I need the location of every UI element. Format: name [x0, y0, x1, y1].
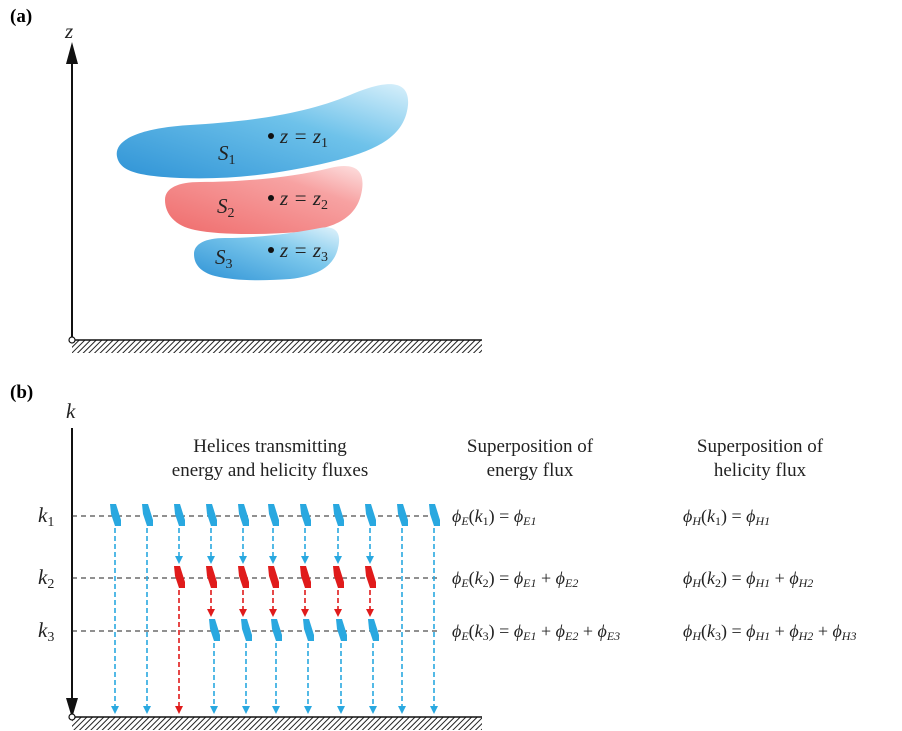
- point-z3: [268, 247, 274, 253]
- helix-k3: [271, 619, 282, 641]
- s1-label: S1: [218, 141, 236, 168]
- flux-arrow-blue: [272, 643, 280, 714]
- flux-arrow-blue: [398, 528, 406, 714]
- helix-k1: [300, 504, 311, 526]
- flux-arrow-blue: [304, 643, 312, 714]
- z-axis-arrowhead: [66, 42, 78, 64]
- helicity-eq-2: ϕH(k2) = ϕH1​ + ϕH2​: [683, 568, 813, 590]
- helix-k1: [333, 504, 344, 526]
- helices-layer: [110, 504, 440, 714]
- k3-label: k3: [38, 618, 54, 645]
- point-z2: [268, 195, 274, 201]
- helix-k3: [303, 619, 314, 641]
- energy-header-2: energy flux: [487, 460, 574, 481]
- eq-z3: z = z3: [279, 238, 328, 265]
- s2-label: S2: [217, 194, 235, 221]
- flux-arrow-red: [207, 590, 215, 617]
- energy-eq-3: ϕE(k3) = ϕE1​ + ϕE2​ + ϕE3​: [452, 621, 620, 643]
- ground-hatch-b: [72, 717, 482, 730]
- helix-k3: [209, 619, 220, 641]
- flux-arrow-red: [301, 590, 309, 617]
- helix-k2: [238, 566, 249, 588]
- origin-b: [68, 713, 76, 721]
- helix-k2: [268, 566, 279, 588]
- helix-k1: [429, 504, 440, 526]
- energy-eq-2: ϕE(k2) = ϕE1​ + ϕE2​: [452, 568, 578, 590]
- helix-k1: [142, 504, 153, 526]
- flux-arrow-blue: [337, 643, 345, 714]
- helix-k1: [238, 504, 249, 526]
- panel-a-label: (a): [10, 6, 32, 27]
- panel-b: (b) k k1 k2 k3 Helices transmitting ener…: [10, 382, 856, 730]
- helicity-eq-3: ϕH(k3) = ϕH1​ + ϕH2​ + ϕH3​: [683, 621, 856, 643]
- helix-k3: [336, 619, 347, 641]
- helix-k2: [300, 566, 311, 588]
- flux-arrow-blue: [430, 528, 438, 714]
- helicity-header-2: helicity flux: [714, 460, 807, 481]
- helix-k3: [241, 619, 252, 641]
- surface-s2: [165, 166, 363, 235]
- s3-label: S3: [215, 245, 233, 272]
- helix-k1: [174, 504, 185, 526]
- ground-hatch-a: [72, 340, 482, 353]
- helix-k1: [397, 504, 408, 526]
- helix-k1: [268, 504, 279, 526]
- flux-arrow-red: [334, 590, 342, 617]
- helix-k2: [333, 566, 344, 588]
- helicity-header-1: Superposition of: [697, 436, 824, 457]
- flux-arrow-red: [175, 590, 183, 714]
- helix-k2: [174, 566, 185, 588]
- flux-arrow-blue: [301, 528, 309, 564]
- flux-arrow-blue: [239, 528, 247, 564]
- helix-k1: [206, 504, 217, 526]
- flux-arrow-blue: [269, 528, 277, 564]
- flux-arrow-blue: [175, 528, 183, 564]
- helix-k2: [365, 566, 376, 588]
- flux-arrow-blue: [207, 528, 215, 564]
- flux-arrow-blue: [210, 643, 218, 714]
- flux-arrow-blue: [143, 528, 151, 714]
- helix-k1: [110, 504, 121, 526]
- helicity-eq-1: ϕH(k1) = ϕH1​: [683, 506, 770, 528]
- k-axis-arrowhead: [66, 698, 78, 718]
- helices-header-2: energy and helicity fluxes: [172, 460, 368, 481]
- flux-arrow-red: [366, 590, 374, 617]
- panel-a: (a) z S1 S2 S3 z = z1 z = z2 z = z3: [10, 6, 482, 353]
- flux-arrow-blue: [369, 643, 377, 714]
- k1-label: k1: [38, 503, 54, 530]
- origin-a: [68, 336, 76, 344]
- flux-arrow-blue: [366, 528, 374, 564]
- helix-k3: [368, 619, 379, 641]
- eq-z1: z = z1: [279, 124, 328, 151]
- flux-arrow-red: [269, 590, 277, 617]
- helices-header-1: Helices transmitting: [193, 436, 347, 457]
- surface-s3: [194, 227, 340, 281]
- panel-b-label: (b): [10, 382, 33, 403]
- equations-layer: ϕE(k1) = ϕE1​ ϕE(k2) = ϕE1​ + ϕE2​ ϕE(k3) …: [452, 506, 856, 643]
- eq-z2: z = z2: [279, 186, 328, 213]
- energy-header-1: Superposition of: [467, 436, 594, 457]
- surface-s1: [116, 84, 409, 179]
- z-axis-label: z: [64, 19, 73, 43]
- flux-arrow-red: [239, 590, 247, 617]
- flux-arrow-blue: [111, 528, 119, 714]
- k2-label: k2: [38, 565, 54, 592]
- helix-k2: [206, 566, 217, 588]
- helix-k1: [365, 504, 376, 526]
- point-z1: [268, 133, 274, 139]
- energy-eq-1: ϕE(k1) = ϕE1​: [452, 506, 537, 528]
- flux-arrow-blue: [334, 528, 342, 564]
- flux-arrow-blue: [242, 643, 250, 714]
- k-axis-label: k: [66, 399, 76, 423]
